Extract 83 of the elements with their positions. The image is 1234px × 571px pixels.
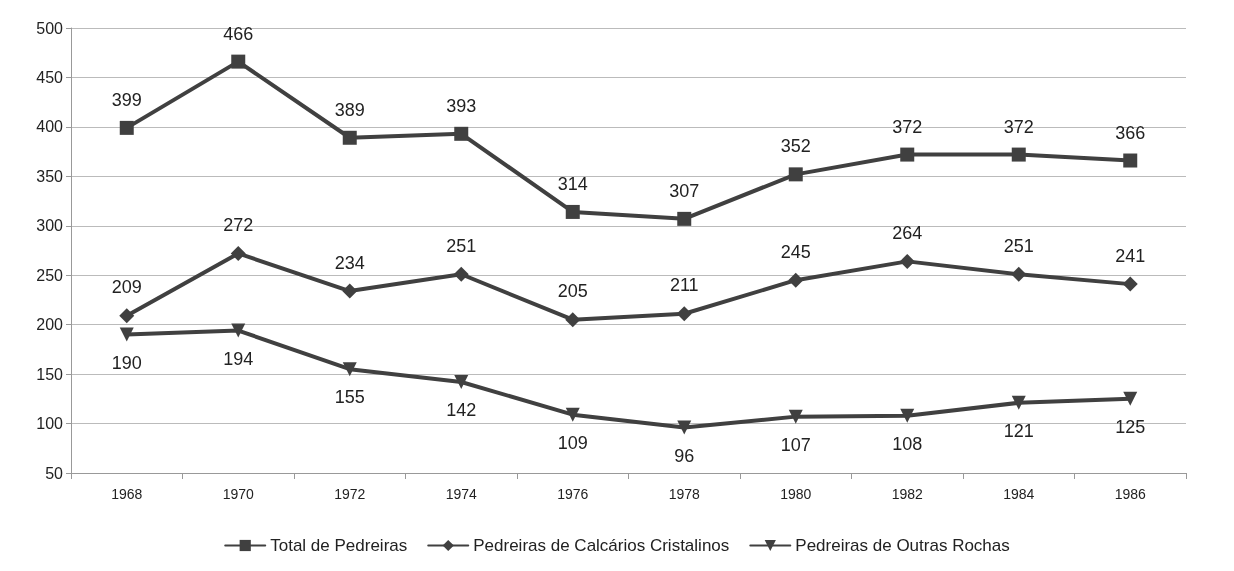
point [454, 375, 469, 390]
point [230, 245, 246, 261]
point [119, 308, 135, 324]
data-label: 96 [674, 445, 695, 466]
data-label: 372 [892, 116, 923, 137]
y-tick-label: 250 [36, 266, 64, 284]
y-tick-label: 200 [36, 316, 64, 334]
data-label: 245 [780, 241, 811, 262]
x-tick-label: 1970 [222, 486, 255, 502]
data-label: 155 [334, 387, 365, 408]
point [454, 126, 469, 141]
y-tick-label: 50 [45, 464, 64, 482]
data-label: 142 [446, 400, 477, 421]
point [900, 147, 915, 162]
point [342, 130, 357, 145]
legend-label: Pedreiras de Outras Rochas [795, 536, 1010, 555]
data-label: 352 [780, 136, 811, 157]
point [342, 283, 358, 299]
data-label: 251 [1003, 235, 1034, 256]
data-label: 209 [111, 277, 142, 298]
point [788, 272, 804, 288]
x-tick-label: 1972 [334, 486, 366, 502]
point [231, 54, 246, 69]
data-label: 314 [557, 173, 588, 194]
point [677, 211, 692, 226]
data-label: 205 [557, 281, 588, 302]
data-label: 272 [223, 214, 254, 235]
x-tick-label: 1978 [668, 486, 701, 502]
point [899, 253, 915, 269]
x-tick-label: 1974 [445, 486, 478, 502]
point [565, 312, 581, 328]
y-tick-label: 500 [36, 19, 64, 37]
point [1011, 147, 1026, 162]
x-tick-label: 1986 [1114, 486, 1147, 502]
y-tick-label: 350 [36, 167, 64, 185]
data-label: 234 [334, 252, 365, 273]
point [1011, 266, 1027, 282]
data-label: 125 [1115, 416, 1146, 437]
point [900, 408, 915, 423]
point [119, 120, 134, 135]
data-label: 466 [223, 23, 254, 44]
data-label: 366 [1115, 122, 1146, 143]
point [342, 362, 357, 377]
x-tick-label: 1968 [111, 486, 143, 502]
x-tick-label: 1980 [780, 486, 812, 502]
legend-label: Total de Pedreiras [270, 536, 408, 555]
data-label: 264 [892, 222, 923, 243]
y-tick-label: 100 [36, 415, 64, 433]
data-label: 108 [892, 433, 923, 454]
y-tick-label: 400 [36, 118, 64, 136]
data-label: 194 [223, 348, 254, 369]
data-label: 372 [1003, 116, 1034, 137]
x-tick-label: 1982 [891, 486, 924, 502]
data-label: 190 [111, 352, 142, 373]
data-label: 109 [557, 432, 588, 453]
point [1123, 153, 1138, 168]
y-tick-label: 450 [36, 68, 64, 86]
data-label: 121 [1003, 420, 1034, 441]
point [1122, 276, 1138, 292]
data-label: 389 [334, 99, 365, 120]
data-label: 399 [111, 89, 142, 110]
point [231, 323, 246, 338]
data-label: 107 [780, 434, 811, 455]
point [677, 420, 692, 435]
point [565, 407, 580, 422]
point [453, 266, 469, 282]
data-label: 393 [446, 95, 477, 116]
data-label: 251 [446, 235, 477, 256]
point [1123, 391, 1138, 406]
data-label: 211 [669, 275, 699, 296]
x-tick-label: 1976 [557, 486, 589, 502]
point [788, 167, 803, 182]
point [119, 327, 134, 342]
point [1011, 395, 1026, 410]
y-tick-label: 150 [36, 365, 64, 383]
point [565, 204, 580, 219]
point [788, 409, 803, 424]
data-label: 241 [1115, 245, 1146, 266]
legend-label: Pedreiras de Calcários Cristalinos [473, 536, 730, 555]
y-tick-label: 300 [36, 217, 64, 235]
x-tick-label: 1984 [1003, 486, 1035, 502]
point [676, 306, 692, 322]
data-label: 307 [669, 180, 700, 201]
